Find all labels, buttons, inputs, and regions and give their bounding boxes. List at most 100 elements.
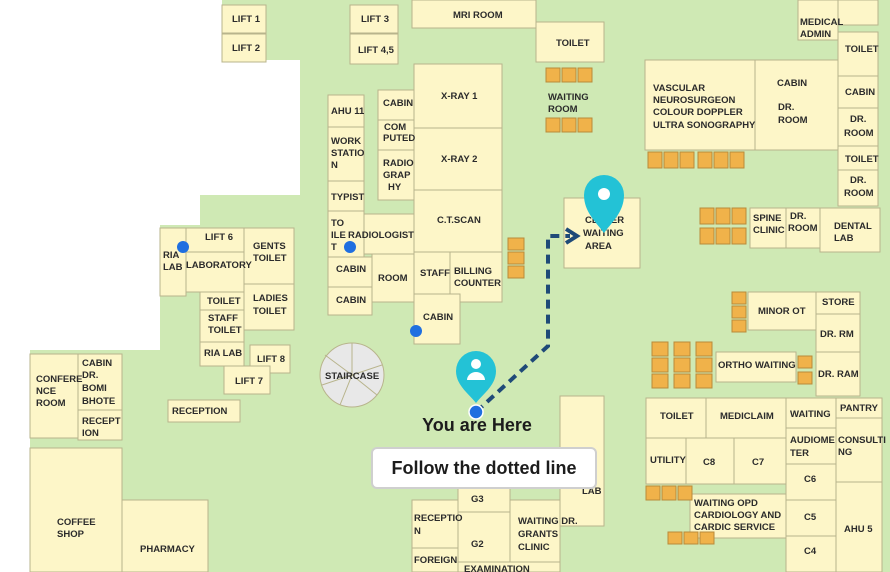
svg-text:AHU 11: AHU 11 [331, 106, 365, 117]
svg-text:TOILET: TOILET [253, 306, 287, 317]
svg-text:LIFT 3: LIFT 3 [361, 14, 389, 25]
you-are-here-label: You are Here [422, 415, 532, 435]
svg-text:UTILITY: UTILITY [650, 455, 687, 466]
svg-text:DR. RAM: DR. RAM [818, 369, 859, 380]
svg-text:CABIN: CABIN [336, 264, 366, 275]
svg-text:G2: G2 [471, 539, 484, 550]
svg-text:C.T.SCAN: C.T.SCAN [437, 215, 481, 226]
svg-text:GRANTS: GRANTS [518, 529, 558, 540]
svg-text:PANTRY: PANTRY [840, 403, 879, 414]
svg-text:NEUROSURGEON: NEUROSURGEON [653, 95, 735, 106]
svg-text:CONSULTI: CONSULTI [838, 435, 886, 446]
svg-text:DR.: DR. [850, 114, 866, 125]
svg-text:CABIN: CABIN [82, 358, 112, 369]
svg-text:SHOP: SHOP [57, 529, 85, 540]
svg-text:LABORATORY: LABORATORY [186, 260, 252, 271]
svg-text:RIA: RIA [163, 250, 180, 261]
svg-text:CLINIC: CLINIC [753, 225, 785, 236]
svg-text:GRAP: GRAP [383, 170, 411, 181]
svg-text:HY: HY [388, 182, 402, 193]
svg-text:CABIN: CABIN [777, 78, 807, 89]
user-location-marker-icon [456, 351, 496, 403]
svg-text:SPINE: SPINE [753, 213, 782, 224]
svg-text:GENTS: GENTS [253, 241, 286, 252]
svg-text:MINOR OT: MINOR OT [758, 306, 806, 317]
svg-text:MEDICLAIM: MEDICLAIM [720, 411, 774, 422]
svg-text:CABIN: CABIN [845, 87, 875, 98]
svg-text:LAB: LAB [834, 233, 854, 244]
svg-text:ILE: ILE [331, 230, 346, 241]
svg-text:WAITING OPD: WAITING OPD [694, 498, 758, 509]
svg-text:ROOM: ROOM [844, 188, 874, 199]
svg-text:N: N [414, 526, 421, 537]
svg-text:EXAMINATION: EXAMINATION [464, 564, 530, 572]
svg-text:STAFF: STAFF [420, 268, 450, 279]
svg-text:PHARMACY: PHARMACY [140, 544, 196, 555]
svg-text:TOILET: TOILET [207, 296, 241, 307]
room-labels: LIFT 1 LIFT 2 LIFT 3 LIFT 4,5 MRI ROOM T… [36, 10, 886, 572]
svg-text:RECEPTION: RECEPTION [172, 406, 228, 417]
svg-text:CARDIOLOGY AND: CARDIOLOGY AND [694, 510, 781, 521]
svg-text:N: N [331, 160, 338, 171]
svg-text:BILLING: BILLING [454, 266, 492, 277]
svg-text:CABIN: CABIN [383, 98, 413, 109]
svg-text:LADIES: LADIES [253, 293, 288, 304]
svg-text:FOREIGN: FOREIGN [414, 555, 457, 566]
svg-text:AREA: AREA [585, 241, 612, 252]
svg-text:DR.: DR. [790, 211, 806, 222]
route-dotted-line [474, 234, 570, 414]
svg-text:TOILET: TOILET [660, 411, 694, 422]
svg-text:COM: COM [384, 122, 406, 133]
svg-text:C7: C7 [752, 457, 764, 468]
svg-text:WAITING: WAITING [548, 92, 589, 103]
route-arrowhead [564, 227, 581, 245]
svg-text:G3: G3 [471, 494, 484, 505]
svg-text:COFFEE: COFFEE [57, 517, 96, 528]
svg-text:DR.: DR. [778, 102, 794, 113]
svg-text:NG: NG [838, 447, 852, 458]
svg-text:WAITING: WAITING [790, 409, 831, 420]
svg-text:TO: TO [331, 218, 344, 229]
svg-text:NCE: NCE [36, 386, 56, 397]
svg-text:PUTED: PUTED [383, 133, 415, 144]
svg-text:ORTHO WAITING: ORTHO WAITING [718, 360, 796, 371]
instruction-callout: Follow the dotted line [371, 447, 597, 489]
svg-text:CLINIC: CLINIC [518, 542, 550, 553]
svg-text:RIA LAB: RIA LAB [204, 348, 242, 359]
svg-text:BHOTE: BHOTE [82, 396, 115, 407]
svg-text:TOILET: TOILET [253, 253, 287, 264]
svg-text:ADMIN: ADMIN [800, 29, 831, 40]
svg-text:LIFT 8: LIFT 8 [257, 354, 285, 365]
svg-text:BOMI: BOMI [82, 383, 107, 394]
svg-text:ROOM: ROOM [788, 223, 818, 234]
svg-text:MEDICAL: MEDICAL [800, 17, 843, 28]
svg-text:X-RAY 1: X-RAY 1 [441, 91, 478, 102]
svg-text:RECEPT: RECEPT [82, 416, 121, 427]
svg-text:X-RAY 2: X-RAY 2 [441, 154, 477, 165]
svg-text:ROOM: ROOM [548, 104, 578, 115]
svg-text:WAITING: WAITING [583, 228, 624, 239]
svg-text:TOILET: TOILET [556, 38, 590, 49]
svg-text:MRI ROOM: MRI ROOM [453, 10, 503, 21]
svg-text:LIFT 4,5: LIFT 4,5 [358, 45, 395, 56]
svg-text:ION: ION [82, 428, 99, 439]
svg-text:CABIN: CABIN [336, 295, 366, 306]
svg-text:CARDIC SERVICE: CARDIC SERVICE [694, 522, 775, 533]
svg-text:VASCULAR: VASCULAR [653, 83, 705, 94]
svg-text:T: T [331, 242, 337, 253]
svg-text:ROOM: ROOM [844, 128, 874, 139]
svg-text:WAITING DR.: WAITING DR. [518, 516, 578, 527]
svg-text:STAFF: STAFF [208, 313, 238, 324]
svg-text:WORK: WORK [331, 136, 361, 147]
svg-text:TER: TER [790, 448, 809, 459]
svg-text:LIFT 2: LIFT 2 [232, 43, 260, 54]
svg-text:AHU 5: AHU 5 [844, 524, 873, 535]
svg-text:LIFT 7: LIFT 7 [235, 376, 263, 387]
current-position-dot [468, 404, 484, 420]
seating-blocks [507, 67, 813, 545]
svg-text:STORE: STORE [822, 297, 855, 308]
svg-text:TYPIST: TYPIST [331, 192, 364, 203]
svg-text:C8: C8 [703, 457, 715, 468]
svg-text:STATIO: STATIO [331, 148, 364, 159]
location-dots [177, 241, 422, 337]
